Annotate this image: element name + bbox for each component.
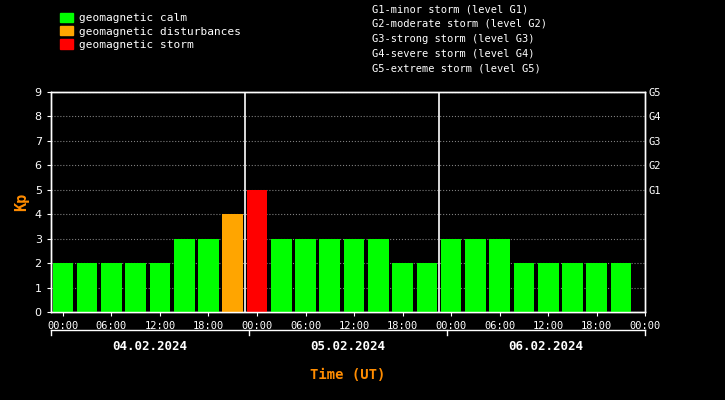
Bar xyxy=(223,214,243,312)
Y-axis label: Kp: Kp xyxy=(14,193,29,211)
Text: 06.02.2024: 06.02.2024 xyxy=(509,340,584,353)
Bar xyxy=(610,263,631,312)
Bar xyxy=(587,263,607,312)
Text: G1-minor storm (level G1)
G2-moderate storm (level G2)
G3-strong storm (level G3: G1-minor storm (level G1) G2-moderate st… xyxy=(372,4,547,73)
Bar xyxy=(465,239,486,312)
Bar xyxy=(247,190,268,312)
Bar xyxy=(77,263,97,312)
Bar xyxy=(513,263,534,312)
Bar xyxy=(149,263,170,312)
Text: Time (UT): Time (UT) xyxy=(310,368,386,382)
Bar xyxy=(295,239,316,312)
Bar xyxy=(344,239,365,312)
Bar xyxy=(101,263,122,312)
Bar xyxy=(538,263,558,312)
Legend: geomagnetic calm, geomagnetic disturbances, geomagnetic storm: geomagnetic calm, geomagnetic disturbanc… xyxy=(57,10,244,53)
Text: 05.02.2024: 05.02.2024 xyxy=(310,340,386,353)
Bar xyxy=(441,239,461,312)
Bar xyxy=(368,239,389,312)
Bar xyxy=(125,263,146,312)
Bar xyxy=(392,263,413,312)
Bar xyxy=(174,239,194,312)
Bar xyxy=(489,239,510,312)
Bar xyxy=(320,239,340,312)
Bar xyxy=(562,263,583,312)
Bar xyxy=(53,263,73,312)
Bar xyxy=(198,239,219,312)
Text: 04.02.2024: 04.02.2024 xyxy=(112,340,187,353)
Bar xyxy=(271,239,291,312)
Bar xyxy=(417,263,437,312)
